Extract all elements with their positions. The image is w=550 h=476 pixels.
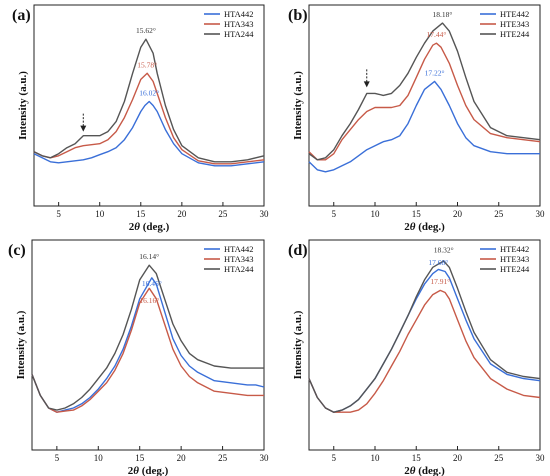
x-tick-label: 25 (218, 453, 228, 463)
x-axis-title: 2θ (deg.) (404, 465, 445, 476)
arrow-head (363, 81, 370, 88)
shoulder-arrow (80, 113, 87, 132)
x-tick-label: 30 (260, 209, 270, 219)
x-axis-title-prefix: 2 (129, 221, 135, 233)
x-tick-label: 5 (56, 209, 61, 219)
panel-2: 5 10 15 20 25 30 2θ (deg.) Intensity (a.u.) (c) 1… (8, 239, 270, 476)
x-tick-label: 30 (260, 453, 270, 463)
x-tick-label: 5 (55, 453, 60, 463)
panel-3: 5 10 15 20 25 30 2θ (deg.) Intensity (a.u.) (d) 1… (288, 239, 546, 476)
x-axis-title-prefix: 2 (128, 465, 134, 476)
plot-frame (33, 4, 265, 207)
x-tick-label: 15 (412, 453, 422, 463)
x-axis-title-theta: θ (410, 465, 416, 476)
series-line-HTE244 (308, 22, 541, 161)
legend-label: HTE442 (500, 244, 529, 254)
x-tick-label: 20 (453, 453, 463, 463)
panel-label: (c) (8, 242, 26, 259)
x-tick-label: 5 (332, 209, 337, 219)
series-line-HTE343 (308, 42, 541, 161)
x-axis-title-prefix: 2 (404, 465, 410, 476)
x-tick-label: 5 (332, 453, 337, 463)
y-axis-title: Intensity (a.u.) (15, 310, 27, 379)
panel-label: (d) (288, 242, 308, 259)
x-axis-title: 2θ (deg.) (404, 221, 445, 233)
y-axis-title: Intensity (a.u.) (292, 310, 304, 379)
legend-label: HTA343 (224, 254, 254, 264)
x-tick-label: 10 (94, 453, 104, 463)
legend-label: HTA343 (224, 19, 254, 29)
legend-label: HTA442 (224, 9, 254, 19)
y-axis-title: Intensity (a.u.) (292, 71, 304, 140)
x-axis-title-suffix: (deg.) (415, 465, 445, 476)
peak-annotation: 16.02° (139, 88, 159, 97)
peak-annotation: 16.14° (139, 252, 159, 261)
panel-1: 5 10 15 20 25 30 2θ (deg.) Intensity (a.u.) (b) 1… (288, 4, 546, 233)
series-line-HTA244 (33, 38, 265, 163)
legend-label: HTE343 (500, 19, 529, 29)
x-tick-label: 25 (494, 453, 504, 463)
x-axis-title: 2θ (deg.) (129, 221, 170, 233)
x-tick-label: 30 (536, 453, 546, 463)
y-axis-title: Intensity (a.u.) (17, 71, 29, 140)
legend-label: HTE343 (500, 254, 529, 264)
x-tick-label: 10 (371, 453, 381, 463)
peak-annotation: 15.62° (136, 26, 156, 35)
series-line-HTE442 (308, 80, 540, 173)
panel-label: (a) (12, 7, 31, 24)
x-axis-title-suffix: (deg.) (415, 221, 445, 233)
peak-annotation: 16.16° (139, 296, 159, 305)
legend-label: HTE244 (500, 264, 530, 274)
series-line-HTA442 (33, 100, 265, 167)
shoulder-arrow (363, 69, 370, 88)
x-axis-title-theta: θ (134, 221, 140, 233)
x-tick-label: 30 (536, 209, 546, 219)
peak-annotation: 15.78° (137, 60, 157, 69)
x-axis-title-theta: θ (410, 221, 416, 233)
x-axis-title-suffix: (deg.) (140, 221, 170, 233)
series-line-HTE343 (308, 289, 541, 413)
x-tick-label: 15 (412, 209, 422, 219)
arrow-head (80, 125, 87, 132)
peak-annotation: 18.32° (434, 246, 454, 255)
x-tick-label: 20 (177, 209, 187, 219)
legend-label: HTA442 (224, 244, 254, 254)
x-axis-title-suffix: (deg.) (139, 465, 169, 476)
x-tick-label: 10 (95, 209, 105, 219)
peak-annotation: 18.18° (433, 10, 453, 19)
legend-label: HTE244 (500, 29, 530, 39)
series-line-HTE442 (308, 268, 541, 413)
peak-annotation: 17.22° (425, 68, 445, 77)
series-line-HTA442 (31, 277, 265, 413)
x-tick-label: 15 (136, 209, 146, 219)
series-line-HTE244 (308, 260, 541, 413)
panel-0: 5 10 15 20 25 30 2θ (deg.) Intensity (a.u.) (a) 1… (12, 4, 270, 233)
legend-label: HTA244 (224, 264, 254, 274)
x-axis-title-theta: θ (133, 465, 139, 476)
plot-frame (31, 239, 265, 451)
peak-annotation: 17.91° (430, 277, 450, 286)
plot-frame (308, 4, 541, 207)
plot-frame (308, 239, 541, 451)
x-tick-label: 25 (494, 209, 504, 219)
series-line-HTA244 (31, 264, 264, 411)
x-tick-label: 25 (218, 209, 228, 219)
panel-label: (b) (288, 7, 308, 24)
legend-label: HTE442 (500, 9, 529, 19)
peak-annotation: 17.44° (426, 30, 446, 39)
x-axis-title-prefix: 2 (404, 221, 410, 233)
legend-label: HTA244 (224, 29, 254, 39)
x-tick-label: 15 (135, 453, 145, 463)
x-tick-label: 10 (371, 209, 381, 219)
series-line-HTA343 (31, 287, 264, 413)
peak-annotation: 16.46° (142, 279, 162, 288)
series-line-HTA343 (33, 72, 265, 165)
x-tick-label: 20 (177, 453, 187, 463)
peak-annotation: 17.68° (428, 258, 448, 267)
x-tick-label: 20 (453, 209, 463, 219)
x-axis-title: 2θ (deg.) (128, 465, 169, 476)
